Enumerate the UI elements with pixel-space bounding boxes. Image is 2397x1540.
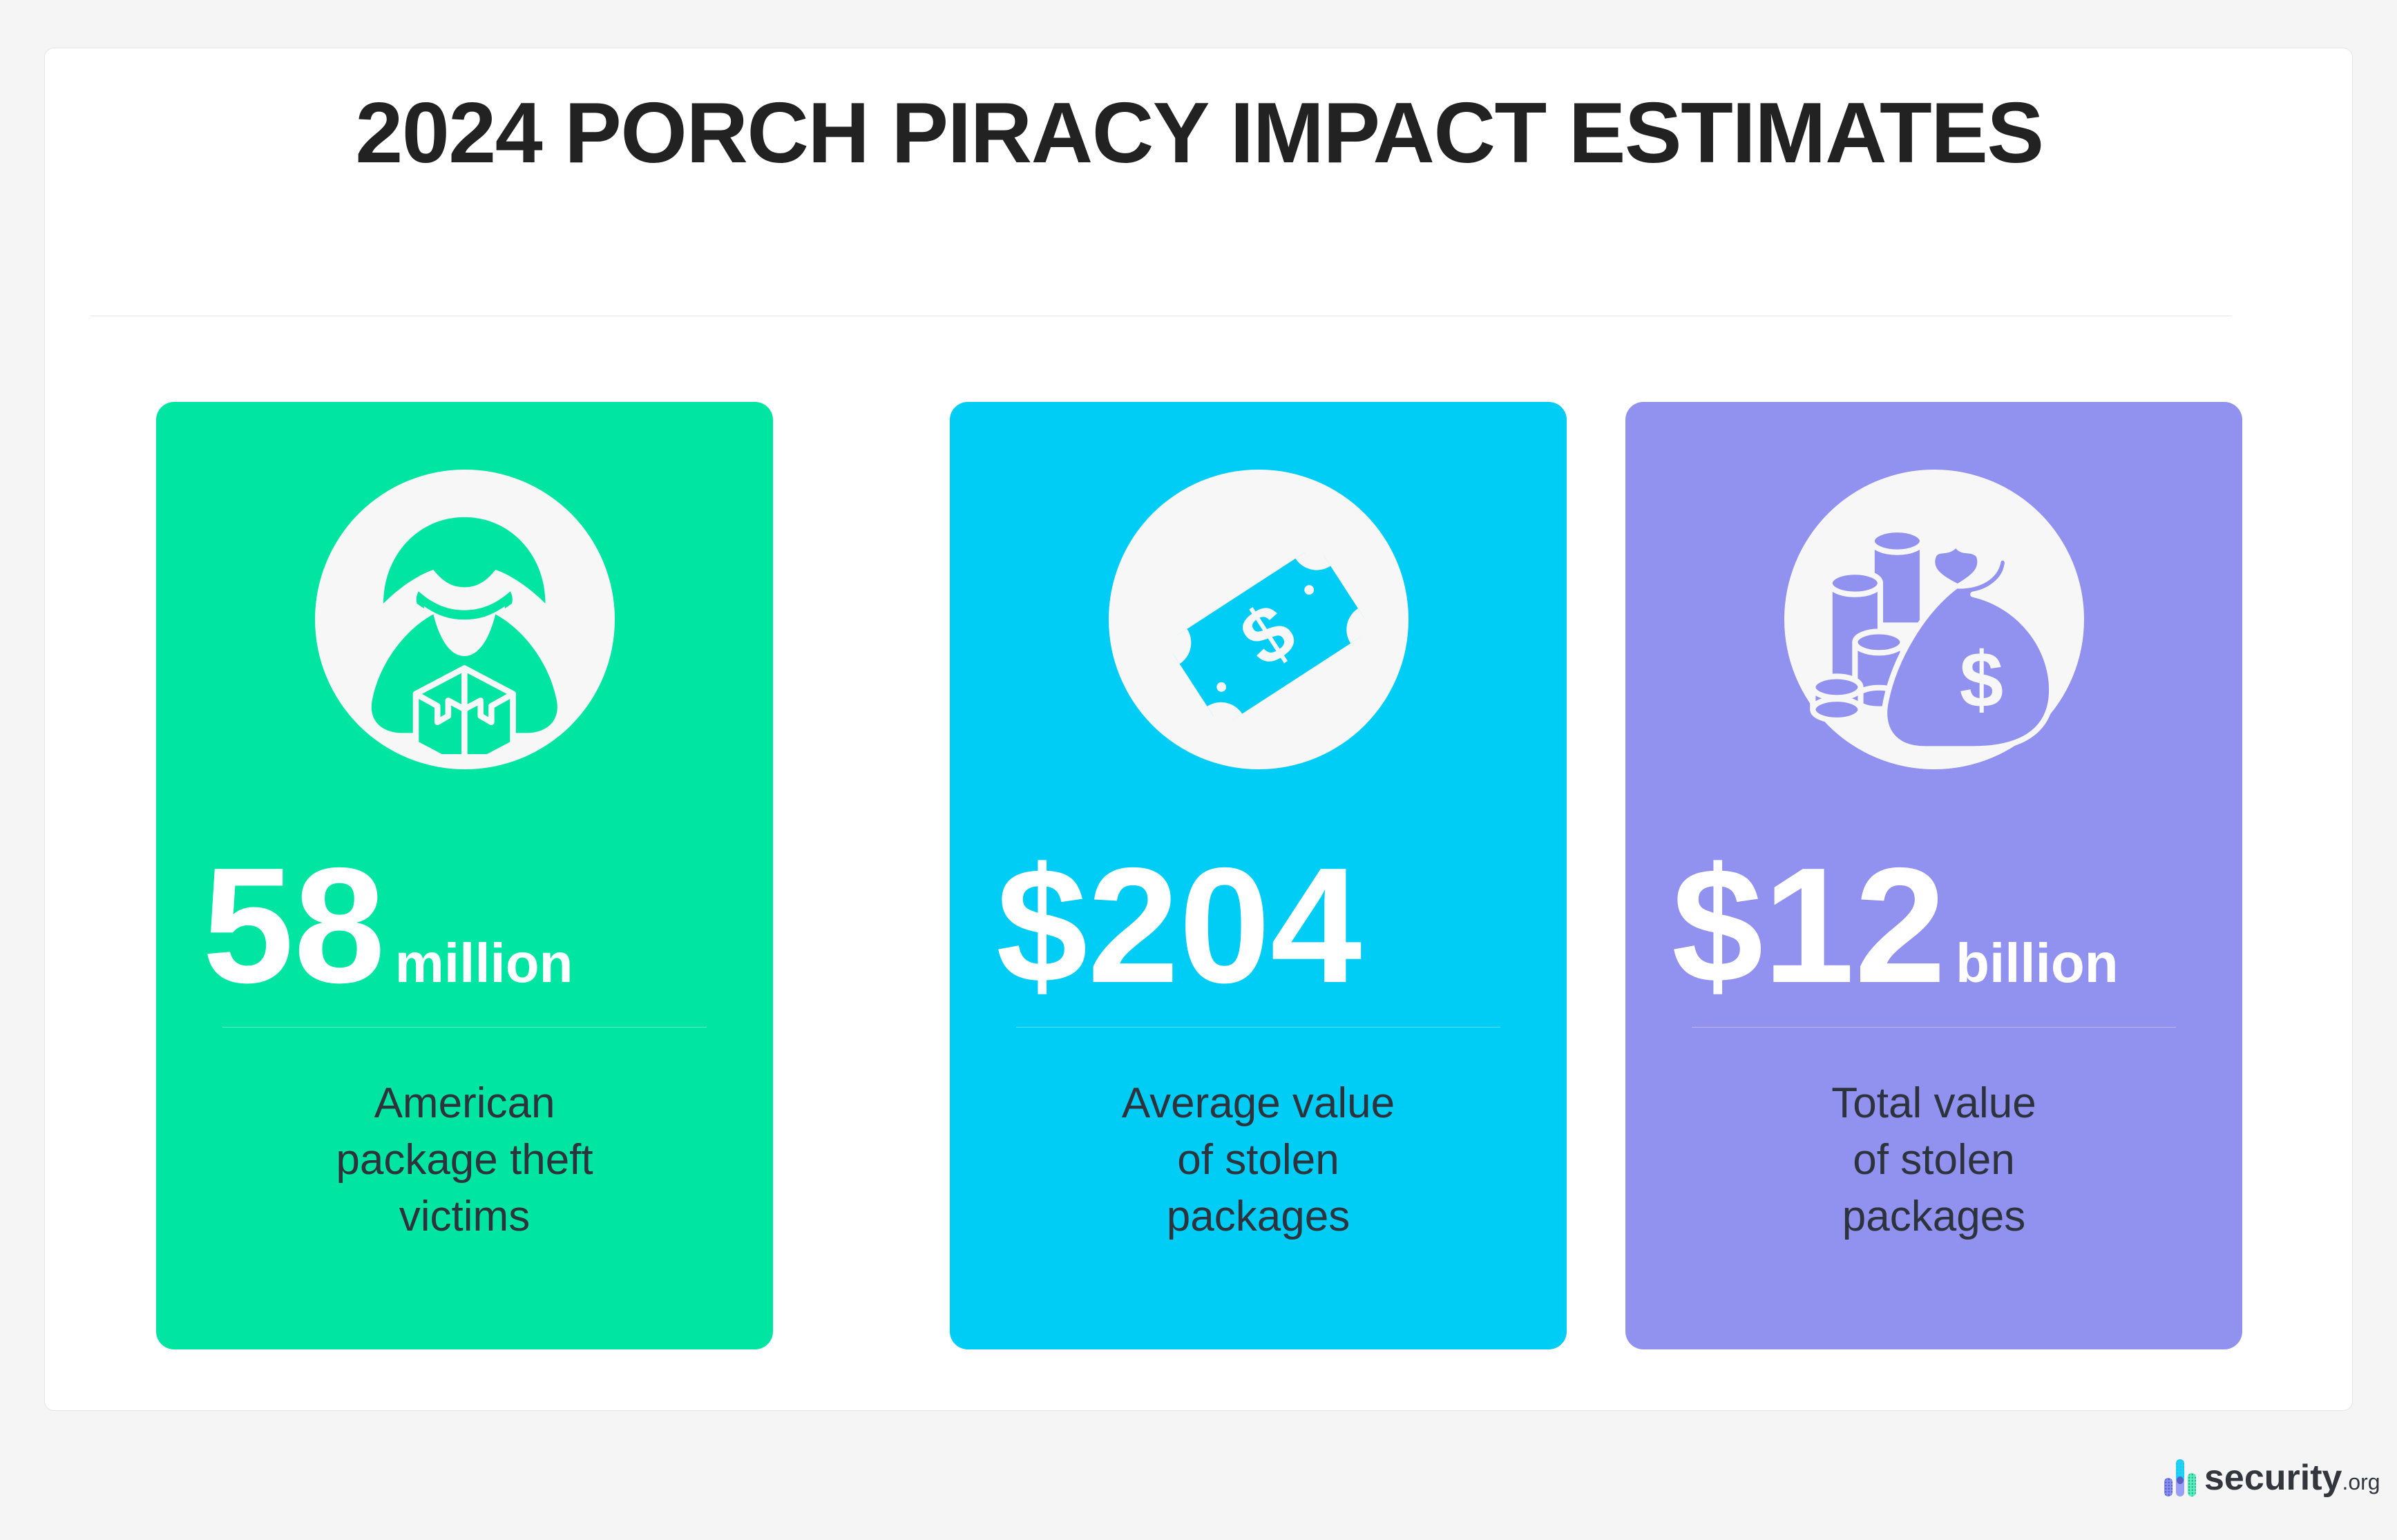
svg-text:$: $ [1960, 636, 2003, 724]
